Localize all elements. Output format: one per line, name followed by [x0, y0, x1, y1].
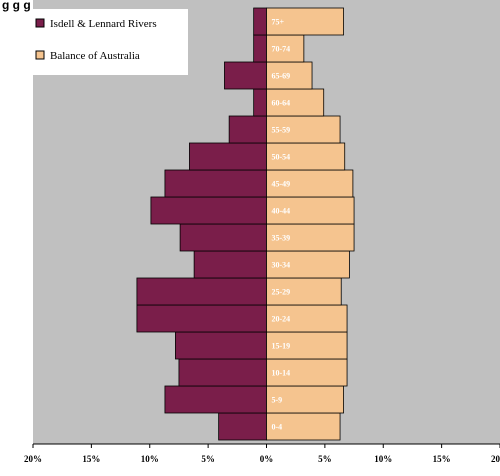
bar-balance-75+	[266, 7, 344, 36]
age-group-label: 75+	[272, 18, 285, 27]
age-group-label: 0-4	[272, 423, 283, 432]
age-group-label: 40-44	[272, 207, 291, 216]
bar-balance-60-64	[266, 88, 325, 117]
legend-label-isdell: Isdell & Lennard Rivers	[50, 18, 157, 30]
age-group-label: 15-19	[272, 342, 291, 351]
bar-balance-40-44	[266, 196, 355, 225]
legend-swatch-isdell	[35, 18, 45, 28]
bar-balance-50-54	[266, 142, 346, 171]
legend-label-balance: Balance of Australia	[50, 50, 140, 62]
bar-isdell-65-69	[224, 61, 267, 90]
bar-isdell-15-19	[175, 331, 267, 360]
legend: Isdell & Lennard Rivers Balance of Austr…	[33, 9, 188, 75]
bar-isdell-30-34	[193, 250, 267, 279]
x-tick-label: 5%	[201, 454, 215, 464]
bars-group: 0-4 5-9 10-14 15-19 20-24 25-29 30-34 35-39 40-4…	[136, 7, 355, 441]
bar-isdell-10-14	[178, 358, 267, 387]
age-group-label: 50-54	[272, 153, 291, 162]
bar-isdell-5-9	[164, 385, 267, 414]
bar-isdell-0-4	[218, 412, 267, 441]
x-tick-label: 5%	[318, 454, 332, 464]
bar-balance-25-29	[266, 277, 342, 306]
legend-box	[33, 9, 188, 75]
age-group-label: 35-39	[272, 234, 291, 243]
x-tick-label: 15%	[433, 454, 451, 464]
bar-balance-55-59	[266, 115, 341, 144]
x-tick-label: 0%	[260, 454, 274, 464]
bar-balance-70-74	[266, 34, 305, 63]
bar-isdell-40-44	[150, 196, 267, 225]
bar-isdell-60-64	[253, 88, 267, 117]
bar-isdell-45-49	[164, 169, 267, 198]
x-tick-label: 20%	[491, 454, 500, 464]
bar-balance-20-24	[266, 304, 348, 333]
bar-isdell-55-59	[228, 115, 267, 144]
age-group-label: 5-9	[272, 396, 283, 405]
age-group-label: 20-24	[272, 315, 291, 324]
age-group-label: 10-14	[272, 369, 291, 378]
bar-balance-30-34	[266, 250, 350, 279]
bar-balance-65-69	[266, 61, 313, 90]
age-group-label: 65-69	[272, 72, 291, 81]
x-tick-label: 10%	[141, 454, 159, 464]
age-group-label: 55-59	[272, 126, 291, 135]
x-tick-label: 10%	[374, 454, 392, 464]
bar-isdell-75+	[253, 7, 267, 36]
x-tick-label: 20%	[24, 454, 42, 464]
age-group-label: 70-74	[272, 45, 291, 54]
age-group-label: 60-64	[272, 99, 291, 108]
bar-isdell-35-39	[179, 223, 267, 252]
bar-isdell-20-24	[136, 304, 267, 333]
age-group-label: 25-29	[272, 288, 291, 297]
bar-isdell-50-54	[189, 142, 267, 171]
age-group-label: 30-34	[272, 261, 291, 270]
x-axis-ticks: 20% 15% 10% 5% 0% 5% 10% 15% 20%	[24, 444, 500, 464]
x-tick-label: 15%	[82, 454, 100, 464]
bar-isdell-25-29	[136, 277, 267, 306]
bar-isdell-70-74	[253, 34, 267, 63]
legend-swatch-balance	[35, 50, 45, 60]
bar-balance-10-14	[266, 358, 348, 387]
age-group-label: 45-49	[272, 180, 291, 189]
